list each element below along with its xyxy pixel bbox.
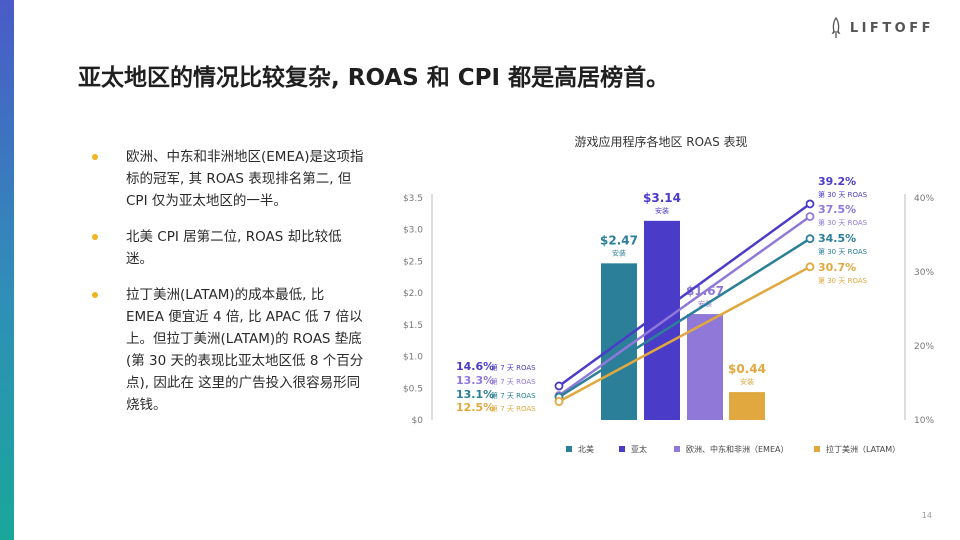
legend-swatch [566, 446, 572, 452]
day30-point [805, 199, 815, 209]
day7-value-label: 14.6% [456, 360, 494, 373]
day30-value-label: 34.5% [818, 232, 856, 245]
bar-sublabel: 安装 [612, 248, 626, 257]
page-number: 14 [921, 511, 932, 520]
roas-line [558, 202, 811, 387]
bar-sublabel: 安装 [740, 377, 754, 386]
day7-suffix-label: 第 7 天 ROAS [491, 363, 536, 372]
bullet-dot [92, 234, 98, 240]
day7-suffix-label: 第 7 天 ROAS [491, 404, 536, 413]
day30-value-label: 30.7% [818, 261, 856, 274]
day30-point [805, 234, 815, 244]
rocket-icon [831, 17, 841, 38]
legend-swatch [619, 446, 625, 452]
left-tick-label: $1.0 [403, 353, 423, 363]
right-tick-label: 30% [914, 268, 934, 278]
day7-suffix-label: 第 7 天 ROAS [491, 391, 536, 400]
bullet-text: 拉丁美洲(LATAM)的成本最低, 比 EMEA 便宜近 4 倍, 比 APAC… [126, 287, 364, 413]
roas-line [558, 265, 811, 403]
bullet-item: 欧洲、中东和非洲地区(EMEA)是这项指标的冠军, 其 ROAS 表现排名第二,… [92, 146, 364, 212]
day7-value-label: 12.5% [456, 401, 494, 414]
brand-logo: LIFTOFF [830, 16, 934, 40]
bar-value-label: $0.44 [728, 362, 766, 376]
right-tick-label: 10% [914, 416, 934, 426]
bar [729, 392, 765, 420]
bullet-text: 欧洲、中东和非洲地区(EMEA)是这项指标的冠军, 其 ROAS 表现排名第二,… [126, 149, 364, 209]
day7-value-label: 13.3% [456, 374, 494, 387]
roas-line [558, 237, 811, 399]
day7-point [554, 397, 564, 406]
day30-value-label: 39.2% [818, 175, 856, 188]
bar-value-label: $3.14 [643, 191, 681, 205]
legend-swatch [814, 446, 820, 452]
brand-name: LIFTOFF [849, 20, 934, 36]
left-tick-label: $3.0 [403, 226, 423, 236]
bar [687, 314, 723, 420]
day30-value-label: 37.5% [818, 203, 856, 216]
day7-point [554, 381, 564, 391]
bullet-dot [92, 154, 98, 160]
chart-title: 游戏应用程序各地区 ROAS 表现 [574, 134, 747, 149]
legend-label: 拉丁美洲（LATAM） [826, 444, 900, 454]
day30-suffix-label: 第 30 天 ROAS [818, 190, 868, 199]
bar-value-label: $2.47 [600, 233, 638, 247]
slide-title: 亚太地区的情况比较复杂, ROAS 和 CPI 都是高居榜首。 [78, 65, 670, 91]
left-tick-label: $2.0 [403, 289, 423, 299]
day30-point [805, 262, 815, 272]
right-tick-label: 20% [914, 342, 934, 352]
legend-swatch [674, 446, 680, 452]
roas-line [558, 215, 811, 397]
left-tick-label: $0 [412, 416, 424, 426]
bar-sublabel: 安装 [655, 206, 669, 215]
day7-value-label: 13.1% [456, 388, 494, 401]
day7-suffix-label: 第 7 天 ROAS [491, 377, 536, 386]
bullet-item: 拉丁美洲(LATAM)的成本最低, 比 EMEA 便宜近 4 倍, 比 APAC… [92, 284, 364, 416]
left-tick-label: $1.5 [403, 321, 423, 331]
side-accent-bar [0, 0, 14, 540]
left-tick-label: $2.5 [403, 257, 423, 267]
right-tick-label: 40% [914, 194, 934, 204]
day30-point [805, 212, 815, 221]
bullet-text: 北美 CPI 居第二位, ROAS 却比较低迷。 [126, 229, 342, 267]
day30-suffix-label: 第 30 天 ROAS [818, 276, 868, 285]
left-tick-label: $3.5 [403, 194, 423, 204]
day30-suffix-label: 第 30 天 ROAS [818, 247, 868, 256]
legend-label: 欧洲、中东和非洲（EMEA） [686, 444, 788, 454]
bullet-dot [92, 292, 98, 298]
bullet-list: 欧洲、中东和非洲地区(EMEA)是这项指标的冠军, 其 ROAS 表现排名第二,… [92, 146, 364, 430]
legend-label: 北美 [578, 444, 594, 454]
day30-suffix-label: 第 30 天 ROAS [818, 218, 868, 227]
bullet-item: 北美 CPI 居第二位, ROAS 却比较低迷。 [92, 226, 364, 270]
left-tick-label: $0.5 [403, 384, 423, 394]
legend-label: 亚太 [631, 444, 647, 454]
